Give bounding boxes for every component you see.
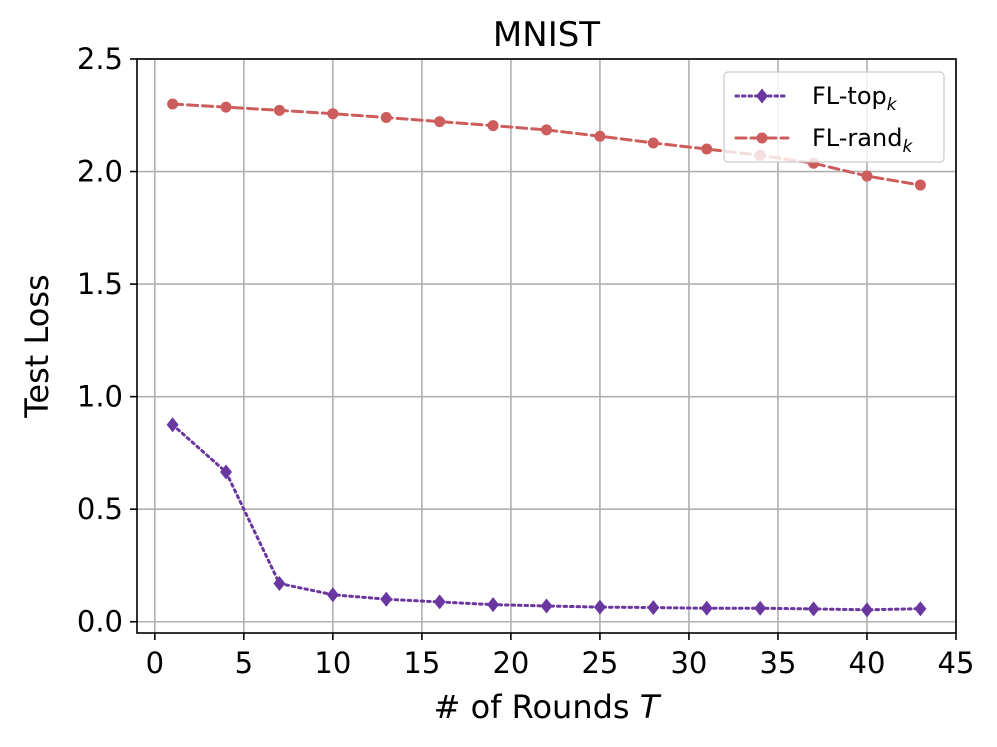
x-axis-label-variable: T <box>640 688 662 726</box>
y-tick-label: 1.5 <box>77 267 123 301</box>
y-axis-label: Test Loss <box>18 274 56 418</box>
legend-items: FL-topk FL-randk <box>734 82 913 157</box>
x-tick-label: 20 <box>492 646 529 680</box>
x-tick-label: 30 <box>670 646 707 680</box>
data-point <box>380 112 392 124</box>
x-axis-label: # of Rounds T <box>434 688 662 726</box>
x-tick-label: 25 <box>581 646 618 680</box>
data-point <box>487 597 500 613</box>
data-point <box>593 599 606 615</box>
data-point <box>541 124 552 136</box>
y-tick-label: 2.0 <box>77 155 123 189</box>
data-point <box>540 598 553 614</box>
data-point <box>914 179 926 191</box>
data-point <box>647 600 660 616</box>
data-point <box>220 464 233 480</box>
data-point <box>220 101 232 113</box>
legend-item-0: FL-topk <box>734 82 898 115</box>
x-tick-label: 5 <box>235 646 253 680</box>
data-point <box>326 587 339 603</box>
chart-title: MNIST <box>493 15 600 55</box>
data-point <box>434 116 446 128</box>
y-tick-label: 0.0 <box>77 605 123 639</box>
data-point <box>594 130 606 142</box>
legend-label: FL-topk <box>812 82 898 115</box>
y-tick-label: 2.5 <box>77 42 123 76</box>
data-point <box>647 137 659 149</box>
legend-box <box>723 71 945 163</box>
y-tick-label: 0.5 <box>77 492 123 526</box>
data-point <box>700 600 713 616</box>
data-point <box>807 601 820 617</box>
data-point <box>273 104 285 116</box>
data-point <box>327 108 339 120</box>
x-tick-label: 35 <box>760 646 797 680</box>
series-0 <box>166 417 927 618</box>
legend-marker <box>756 88 768 104</box>
data-point <box>754 600 767 616</box>
data-point <box>380 591 393 607</box>
x-tick-label: 0 <box>146 646 164 680</box>
data-point <box>860 602 873 618</box>
data-point <box>701 143 713 155</box>
x-tick-label: 10 <box>314 646 351 680</box>
data-point <box>433 594 446 610</box>
plot-frame <box>136 58 957 634</box>
axes: 0 5 10 15 20 25 30 35 40 45 0.0 0.5 1.0 1.5 2.0 2.5 <box>77 42 975 680</box>
legend-label: FL-randk <box>812 124 913 157</box>
x-tick-label: 40 <box>849 646 886 680</box>
data-point <box>167 98 179 110</box>
x-tick-label: 45 <box>938 646 975 680</box>
data-point <box>914 601 927 617</box>
data-point <box>861 170 873 182</box>
y-tick-label: 1.0 <box>77 380 123 414</box>
x-axis-label-text: # of Rounds <box>434 688 640 726</box>
data-point <box>273 575 286 591</box>
data-point <box>487 120 499 132</box>
legend-item-1: FL-randk <box>734 124 913 157</box>
x-tick-label: 15 <box>403 646 440 680</box>
data-point <box>166 417 179 433</box>
legend: FL-topk FL-randk <box>723 71 945 163</box>
legend-marker <box>756 132 768 144</box>
